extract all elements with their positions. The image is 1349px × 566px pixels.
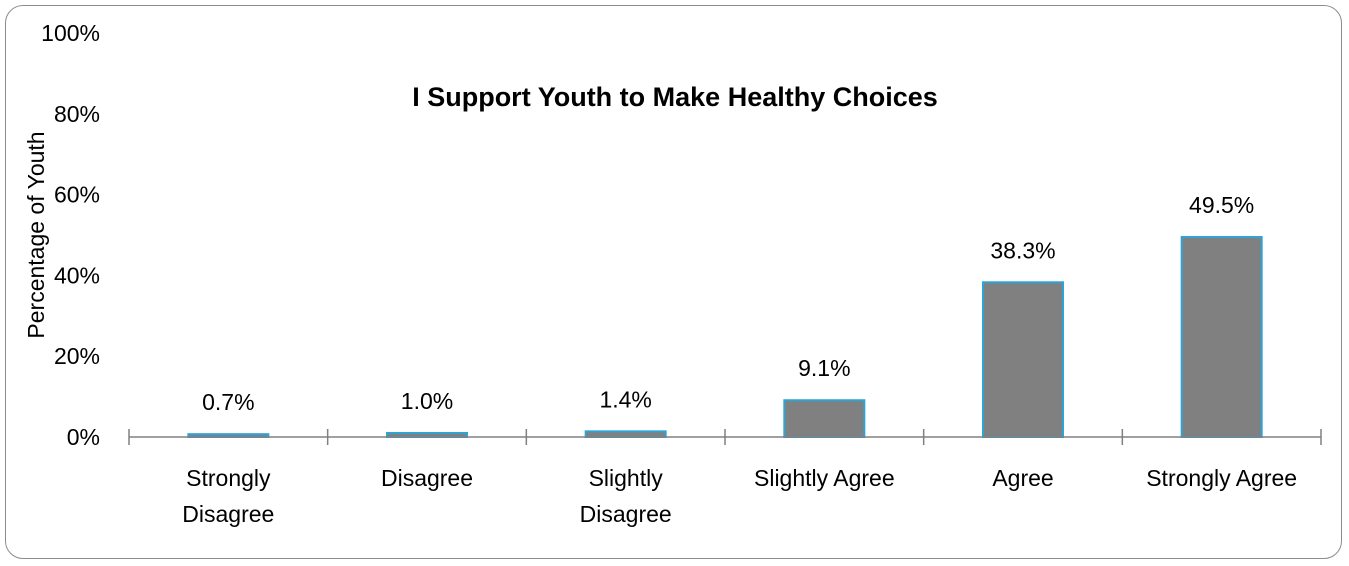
x-category-label: Strongly Agree [1146,465,1297,491]
x-category-label: Agree [992,465,1053,491]
bars [187,236,1263,438]
x-axis [128,429,1322,445]
y-axis-ticks: 0% 20% 40% 60% 80% 100% [41,20,100,450]
y-tick-label: 40% [54,262,100,288]
x-category-label: Slightly Agree [754,465,895,491]
data-label: 49.5% [1189,192,1254,218]
bar [982,281,1064,438]
bar [783,399,866,438]
x-category-label: Disagree [381,465,473,491]
y-tick-label: 100% [41,20,100,46]
y-tick-label: 80% [54,101,100,127]
data-label: 38.3% [990,237,1055,263]
y-tick-label: 60% [54,182,100,208]
data-label: 1.4% [599,386,651,412]
data-label: 1.0% [401,388,453,414]
bar [584,430,667,438]
x-axis-labels: Strongly Disagree Disagree Slightly Disagree… [182,465,1297,527]
chart-title: I Support Youth to Make Healthy Choices [412,82,938,112]
data-labels: 0.7% 1.0% 1.4% 9.1% 38.3% 49.5% [202,192,1254,415]
data-label: 0.7% [202,389,254,415]
y-axis-label: Percentage of Youth [23,131,49,338]
bar [1180,236,1263,438]
chart-frame [5,5,1342,559]
x-category-label: Slightly Disagree [580,465,672,527]
data-label: 9.1% [798,355,850,381]
x-category-label: Strongly Disagree [182,465,274,527]
y-tick-label: 20% [54,343,100,369]
y-tick-label: 0% [67,424,100,450]
